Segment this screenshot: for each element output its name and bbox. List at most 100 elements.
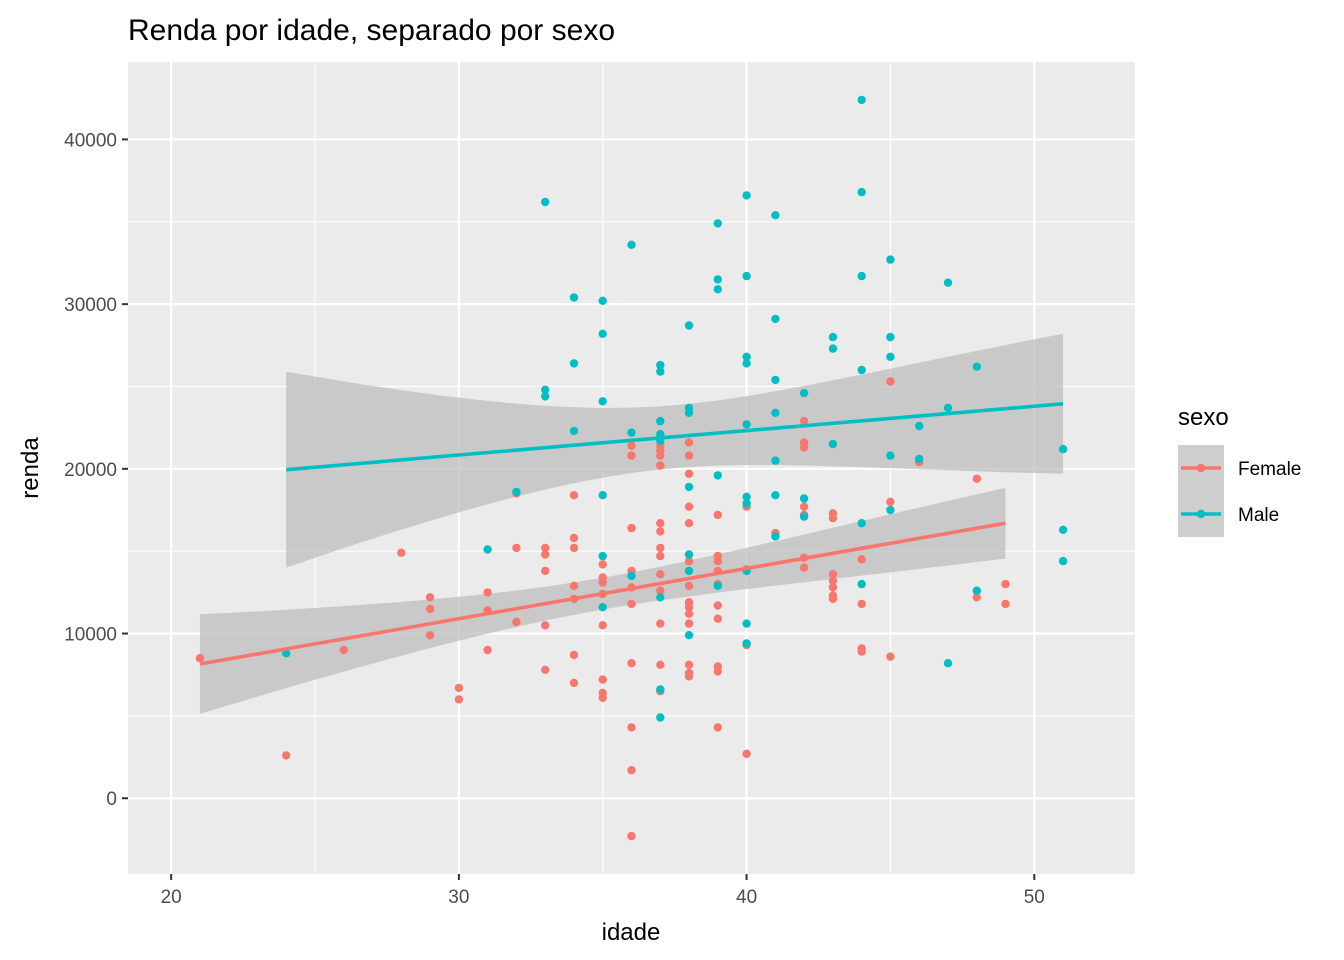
data-point-male <box>771 532 780 541</box>
data-point-male <box>656 713 665 722</box>
data-point-female <box>512 617 521 627</box>
data-point-male <box>569 426 579 436</box>
data-point-female <box>627 451 636 460</box>
data-point-female <box>598 621 607 630</box>
data-point-male <box>771 408 780 417</box>
data-point-female <box>656 551 665 561</box>
data-point-male <box>1058 556 1068 566</box>
legend-label-male: Male <box>1238 505 1279 526</box>
data-point-male <box>857 579 866 589</box>
data-point-female <box>684 672 694 681</box>
data-point-male <box>598 551 607 561</box>
data-point-male <box>656 416 665 426</box>
data-point-female <box>799 563 809 572</box>
data-point-male <box>713 285 722 294</box>
data-point-female <box>972 474 981 483</box>
data-point-female <box>598 578 607 587</box>
data-point-female <box>684 619 694 628</box>
data-point-male <box>886 255 895 264</box>
data-point-male <box>598 296 607 305</box>
data-point-male <box>512 487 521 497</box>
legend-label-female: Female <box>1238 459 1301 480</box>
data-point-male <box>886 352 895 361</box>
data-point-female <box>828 576 838 585</box>
y-axis-title: renda <box>17 437 44 499</box>
data-point-male <box>1058 525 1068 534</box>
y-tick-label: 10000 <box>64 625 117 646</box>
data-point-male <box>713 219 722 228</box>
data-point-female <box>454 695 464 704</box>
data-point-female <box>656 619 665 628</box>
data-point-male <box>857 187 866 197</box>
data-point-male <box>771 314 780 324</box>
data-point-female <box>684 438 694 447</box>
data-point-female <box>397 548 406 557</box>
data-point-male <box>943 659 953 668</box>
data-point-male <box>656 593 665 602</box>
data-point-female <box>972 593 981 602</box>
data-point-female <box>886 497 895 506</box>
data-point-male <box>742 352 751 361</box>
data-point-female <box>713 510 722 520</box>
data-point-male <box>598 329 607 338</box>
data-point-female <box>799 416 809 426</box>
data-point-female <box>454 683 464 693</box>
data-point-female <box>713 556 722 566</box>
data-point-female <box>195 654 205 663</box>
data-point-female <box>282 751 291 760</box>
data-point-female <box>684 451 694 460</box>
data-point-male <box>627 240 636 249</box>
data-point-male <box>742 420 751 429</box>
data-point-female <box>483 588 492 597</box>
data-point-female <box>512 543 521 553</box>
data-point-male <box>799 388 809 398</box>
data-point-female <box>1001 579 1010 589</box>
data-point-female <box>569 678 579 688</box>
data-point-female <box>656 543 665 553</box>
data-points <box>195 95 1068 841</box>
data-point-female <box>828 583 838 592</box>
data-point-male <box>886 505 895 515</box>
data-point-female <box>713 667 722 676</box>
data-point-male <box>627 428 636 437</box>
data-point-male <box>598 603 607 612</box>
data-point-male <box>828 332 838 342</box>
data-point-male <box>742 492 751 501</box>
data-point-male <box>713 471 722 480</box>
data-point-male <box>282 649 291 658</box>
data-point-male <box>972 362 981 371</box>
data-point-male <box>656 360 665 370</box>
confidence-band-male <box>286 333 1064 568</box>
data-point-male <box>684 482 694 492</box>
data-point-male <box>684 631 694 640</box>
x-tick-label: 30 <box>448 887 469 908</box>
legend-title: sexo <box>1178 404 1229 431</box>
x-tick-label: 40 <box>736 887 757 908</box>
data-point-female <box>541 665 550 674</box>
y-axis: 0 10000 20000 30000 40000 <box>64 130 128 810</box>
data-point-female <box>713 723 722 732</box>
data-point-female <box>656 586 665 595</box>
data-point-male <box>684 408 694 417</box>
data-point-female <box>569 533 579 543</box>
data-point-male <box>915 421 924 431</box>
data-point-female <box>598 675 607 684</box>
data-point-female <box>425 631 435 640</box>
data-point-female <box>713 614 722 623</box>
data-point-female <box>857 647 866 656</box>
y-tick-label: 0 <box>106 789 117 810</box>
data-point-male <box>742 359 751 368</box>
data-point-male <box>857 271 866 281</box>
data-point-male <box>771 211 780 220</box>
data-point-female <box>684 660 694 669</box>
data-point-female <box>425 604 435 613</box>
data-point-female <box>569 650 579 660</box>
data-point-male <box>771 456 780 465</box>
x-axis-title: idade <box>602 919 661 946</box>
data-point-female <box>742 749 751 758</box>
data-point-male <box>684 566 694 576</box>
data-point-male <box>799 512 809 521</box>
data-point-male <box>598 491 607 500</box>
data-point-male <box>742 271 751 281</box>
